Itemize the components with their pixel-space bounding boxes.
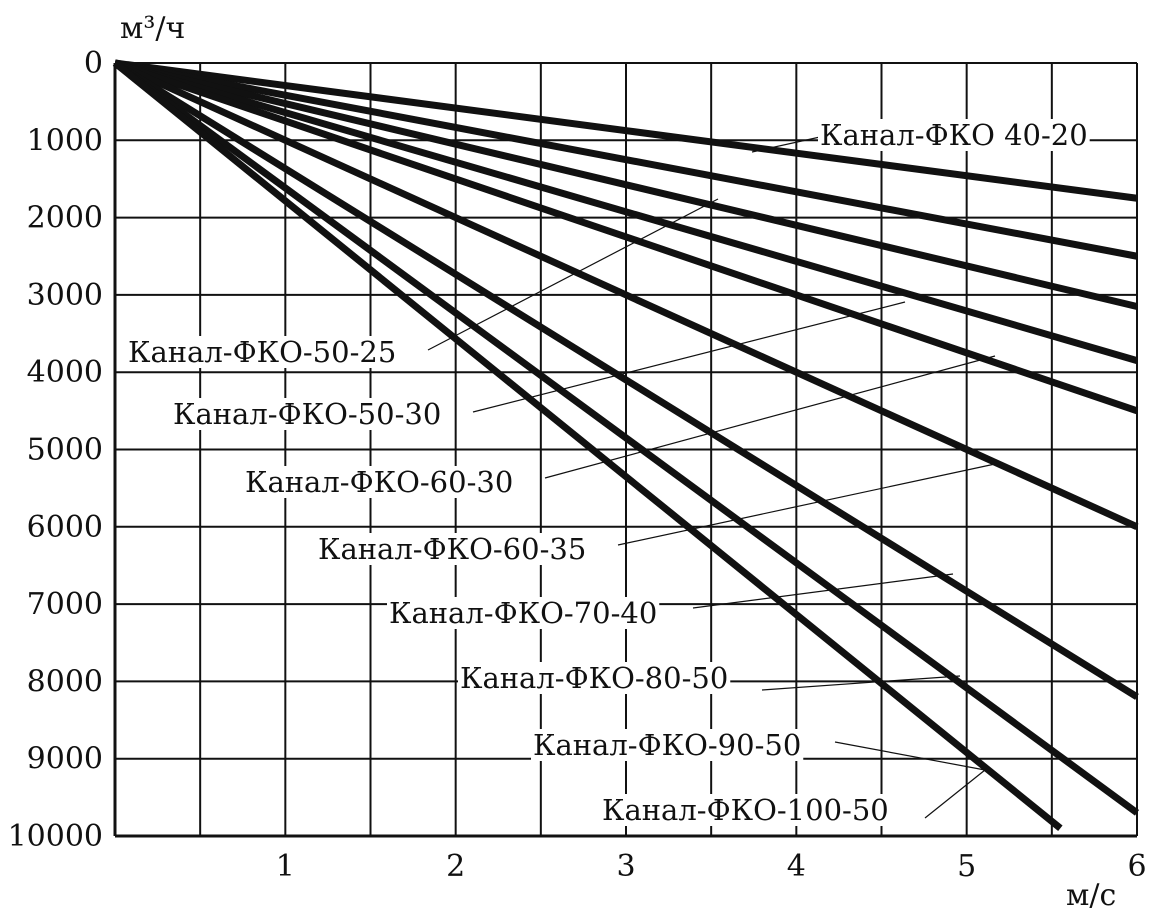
series-label: Канал-ФКО-90-50 [533,728,801,762]
series-line [113,59,1139,415]
y-axis-unit-label: м³/ч [120,11,185,46]
y-tick-label: 9000 [27,742,103,777]
label-leader-line [751,136,821,153]
series-label: Канал-ФКО-50-25 [128,335,396,369]
series-line [114,59,1138,202]
series-label: Канал-ФКО-60-35 [318,532,586,566]
x-tick-label: 4 [787,849,806,884]
label-leader-line [924,769,986,819]
series-label: Канал-ФКО-100-50 [602,793,889,827]
series-line [112,60,1140,816]
x-tick-label: 3 [616,849,635,884]
series-label-background [243,466,516,498]
label-leader-line [472,301,906,413]
y-tick-label: 4000 [27,355,103,390]
x-axis-unit-label: м/с [1066,878,1116,913]
x-tick-label: 1 [276,849,295,884]
series-label: Канал-ФКО-60-30 [245,465,513,499]
y-tick-label: 0 [84,46,103,81]
series-label: Канал-ФКО 40-20 [820,118,1088,152]
series-label: Канал-ФКО-70-40 [389,596,657,630]
series-label-background [458,662,731,694]
label-leader-line [834,741,986,771]
series-line [112,60,1063,831]
series-line [113,59,1139,530]
y-tick-label: 3000 [27,278,103,313]
series-line [114,59,1138,260]
series-line [114,59,1138,310]
series-label-background [600,794,891,826]
label-leaders [427,136,996,819]
y-tick-label: 7000 [27,587,103,622]
x-tick-label: 6 [1127,849,1146,884]
y-tick-label: 1000 [27,123,103,158]
series-label: Канал-ФКО-80-50 [460,661,728,695]
series-label-background [387,597,660,629]
series-label-background [126,336,399,368]
y-tick-label: 10000 [8,819,103,854]
y-tick-label: 8000 [27,664,103,699]
label-leader-line [617,463,996,546]
series-label-background [531,729,804,761]
series-labels: Канал-ФКО 40-20 Канал-ФКО-50-25 Канал-ФКО-… [126,118,1090,827]
x-tick-label: 5 [957,849,976,884]
plot-frame [113,63,1138,838]
series-label-background [818,119,1090,151]
label-leader-line [427,198,719,351]
series-label-background [316,533,589,565]
y-tick-label: 2000 [27,201,103,236]
series-lines [112,59,1140,831]
label-leader-line [692,573,954,609]
series-label: Канал-ФКО-50-30 [173,397,441,431]
series-line [114,59,1138,364]
series-label-background [171,398,444,430]
label-leader-line [761,675,961,691]
x-tick-label: 2 [446,849,465,884]
label-leader-line [544,355,996,479]
y-tick-label: 6000 [27,510,103,545]
tick-labels: 0 1000 2000 3000 4000 5000 6000 7000 8000 9000 100… [8,46,1147,884]
y-tick-label: 5000 [27,433,103,468]
series-line [113,60,1139,700]
